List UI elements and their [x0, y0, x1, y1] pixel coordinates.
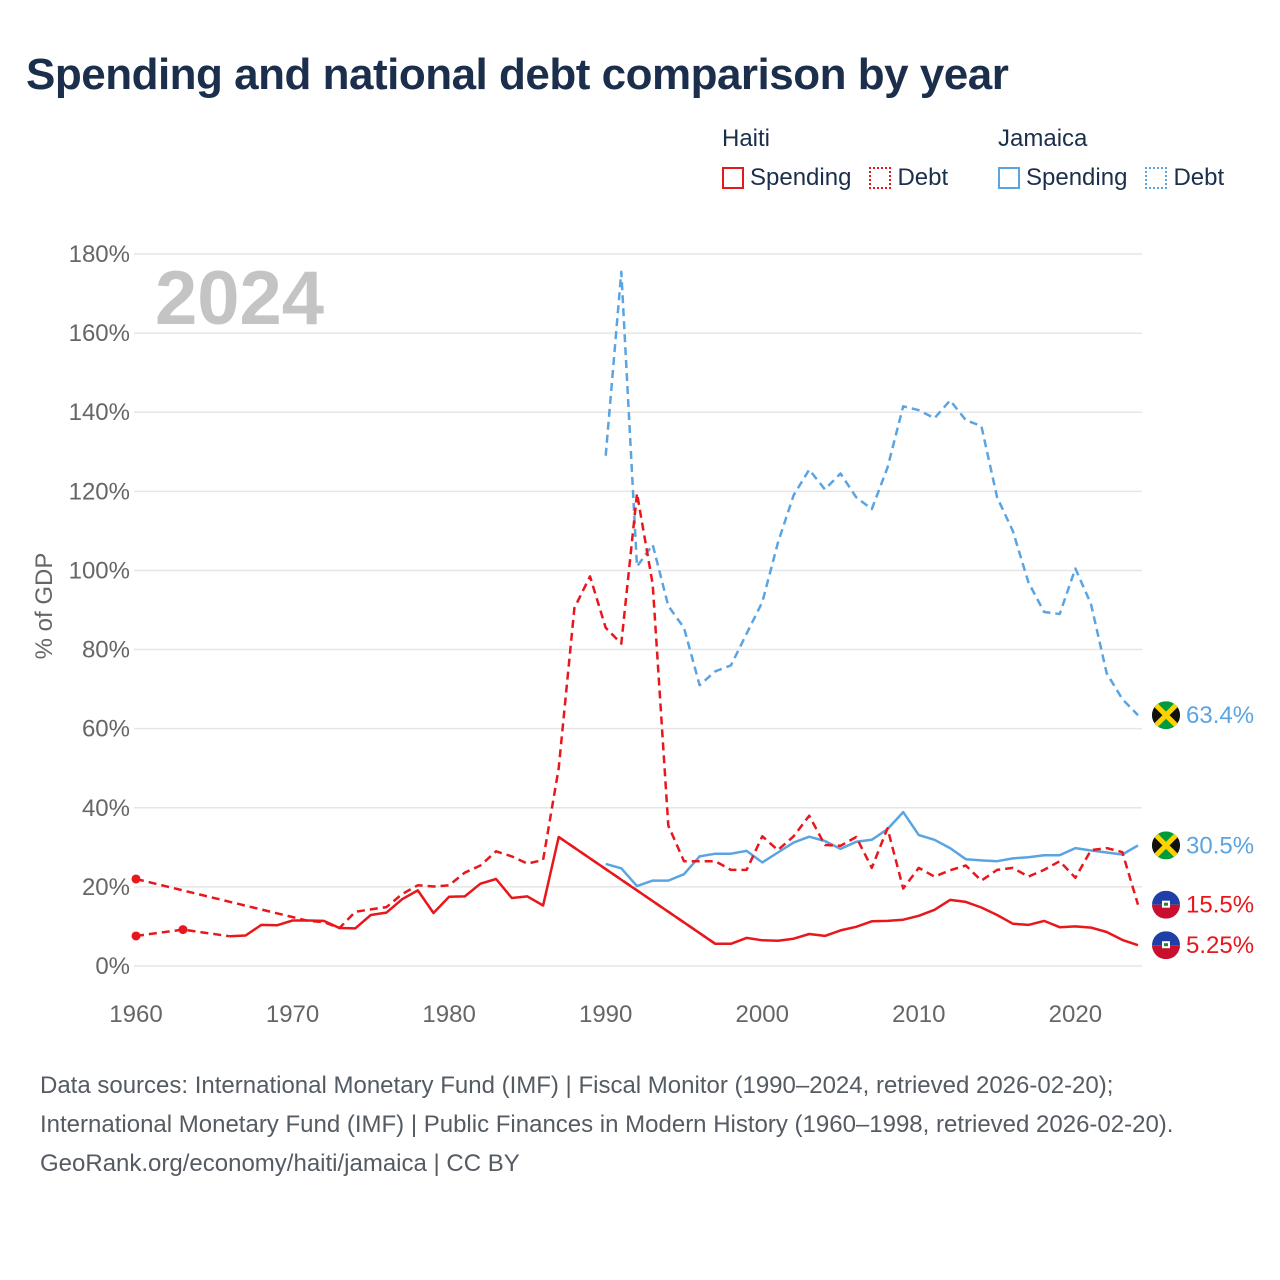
flag-saltire-2	[1152, 701, 1180, 730]
x-tick-label: 1990	[579, 1001, 632, 1028]
end-markers: 63.4% 30.5% 15.5% 5.25%	[1152, 701, 1254, 959]
x-tick-label: 2000	[736, 1001, 789, 1028]
data-point	[131, 874, 141, 884]
legend-jamaica-spending[interactable]: Spending	[998, 164, 1127, 192]
y-tick-label: 160%	[69, 320, 130, 347]
legend-label: Debt	[1173, 164, 1225, 191]
y-tick-label: 0%	[95, 953, 130, 980]
jamaica-flag-fill	[1152, 701, 1180, 730]
y-tick-label: 40%	[82, 795, 130, 822]
y-tick-label: 120%	[69, 478, 130, 505]
end-flag-haiti	[1152, 890, 1180, 919]
flag-saltire-2	[1152, 831, 1180, 860]
x-axis-ticks: 1960 1970 1980 1990 2000 2010 2020	[109, 1001, 1102, 1028]
flag-emblem-center	[1164, 902, 1168, 906]
series-line-jamaica-debt	[604, 270, 1139, 717]
haiti-flag-fill	[1152, 890, 1180, 919]
y-axis-ticks: 0% 20% 40% 60% 80% 100% 120% 140% 160% 180%	[69, 241, 130, 980]
y-tick-label: 140%	[69, 399, 130, 426]
end-value-label: 5.25%	[1186, 932, 1254, 959]
flag-top-band	[1152, 931, 1180, 946]
x-tick-label: 2010	[892, 1001, 945, 1028]
series-line-haiti-spending	[229, 835, 1139, 947]
legend-haiti-name: Haiti	[722, 125, 771, 152]
flag-bottom-band	[1152, 904, 1180, 919]
gridlines	[134, 253, 1142, 967]
jamaica-flag-fill	[1152, 831, 1180, 860]
end-value-label: 30.5%	[1186, 832, 1254, 859]
source-line-1: Data sources: International Monetary Fun…	[40, 1072, 1174, 1138]
end-flag-jamaica	[1152, 831, 1180, 860]
year-watermark: 2024	[155, 256, 324, 341]
series-line-jamaica-spending	[605, 810, 1139, 888]
series-lines	[131, 270, 1140, 947]
source-note: Data sources: International Monetary Fun…	[40, 1066, 1240, 1183]
end-flag-haiti	[1152, 931, 1180, 960]
legend-haiti-spending[interactable]: Spending	[722, 164, 851, 192]
legend-swatch-dotted-red	[869, 167, 892, 189]
data-point	[131, 931, 141, 941]
end-flag-jamaica	[1152, 701, 1180, 730]
legend-haiti-debt[interactable]: Debt	[869, 164, 948, 192]
line-chart: 2024 0%20%40%60%80%100%120%140%160%180% …	[31, 241, 1254, 1028]
legend-haiti: Haiti Spending Debt	[722, 122, 948, 200]
legend-jamaica: Jamaica Spending Debt	[998, 122, 1224, 200]
x-tick-label: 1960	[109, 1001, 162, 1028]
x-tick-label: 1980	[422, 1001, 475, 1028]
legend-swatch-solid-red	[722, 167, 744, 189]
y-tick-label: 80%	[82, 637, 130, 664]
y-axis-label: % of GDP	[31, 553, 58, 660]
x-tick-label: 1970	[266, 1001, 319, 1028]
legend-label: Spending	[1026, 164, 1128, 191]
y-tick-label: 60%	[82, 716, 130, 743]
legend-jamaica-debt[interactable]: Debt	[1145, 164, 1224, 192]
flag-emblem-center	[1164, 943, 1168, 947]
end-value-label: 63.4%	[1186, 702, 1254, 729]
data-point	[178, 925, 188, 935]
y-tick-label: 20%	[82, 874, 130, 901]
source-line-2[interactable]: GeoRank.org/economy/haiti/jamaica | CC B…	[40, 1150, 520, 1177]
y-tick-label: 100%	[69, 557, 130, 584]
legend-jamaica-name: Jamaica	[998, 125, 1088, 152]
legend-label: Spending	[750, 164, 852, 191]
end-value-label: 15.5%	[1186, 892, 1254, 919]
legend-swatch-solid-blue	[998, 167, 1020, 189]
series-connector	[135, 928, 231, 938]
chart-title: Spending and national debt comparison by…	[26, 50, 1009, 99]
x-tick-label: 2020	[1049, 1001, 1102, 1028]
haiti-flag-fill	[1152, 931, 1180, 960]
legend-label: Debt	[897, 164, 949, 191]
y-tick-label: 180%	[69, 241, 130, 268]
legend-swatch-dotted-blue	[1145, 167, 1168, 189]
series-line-haiti-debt	[135, 492, 1140, 930]
flag-top-band	[1152, 890, 1180, 905]
flag-bottom-band	[1152, 945, 1180, 960]
